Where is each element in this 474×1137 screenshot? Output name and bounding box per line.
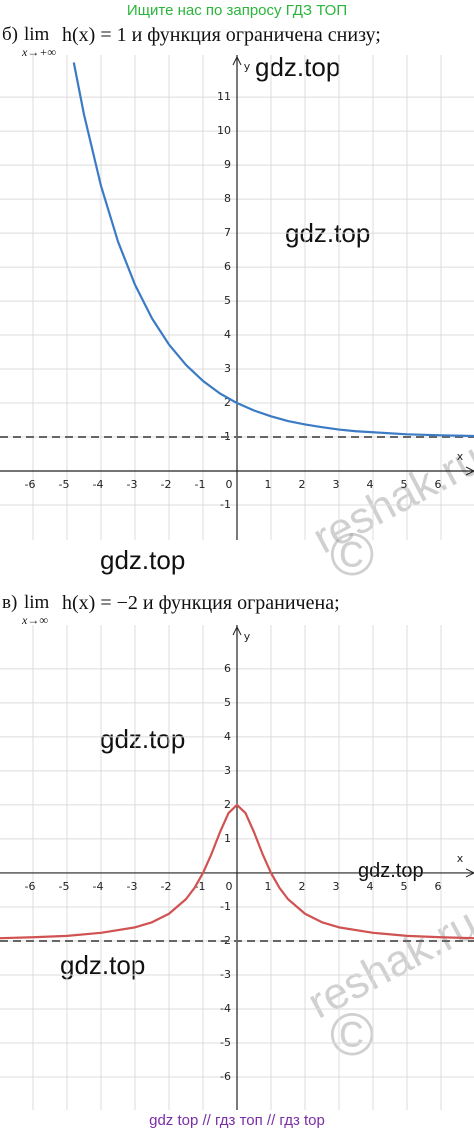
y-tick-label: 5 xyxy=(224,294,231,307)
y-tick-label: 10 xyxy=(217,124,231,137)
y-axis-arrow xyxy=(232,625,242,636)
caption-expr: h(x) = −2 и функция ограничена; xyxy=(62,592,340,614)
x-tick-label: 5 xyxy=(401,478,408,491)
line xyxy=(72,62,474,438)
reshak-watermark: © xyxy=(330,1001,375,1068)
x-tick-label: -2 xyxy=(161,478,172,491)
caption-lim: lim xyxy=(24,24,50,45)
x-tick-label: 1 xyxy=(265,880,272,893)
x-tick-label: 3 xyxy=(333,478,340,491)
x-tick-label: 4 xyxy=(367,478,374,491)
y-tick-label: -1 xyxy=(220,498,231,511)
line xyxy=(0,803,474,940)
x-tick-label: 5 xyxy=(401,880,408,893)
y-axis-arrow xyxy=(232,55,242,66)
y-tick-label: 11 xyxy=(217,90,231,103)
y-tick-label: -1 xyxy=(220,900,231,913)
watermark: gdz.top xyxy=(100,545,186,575)
x-tick-label: -5 xyxy=(59,880,70,893)
x-axis-arrow xyxy=(465,466,474,476)
y-tick-label: 7 xyxy=(224,226,231,239)
y-tick-label: 3 xyxy=(224,362,231,375)
caption-sub: x→+∞ xyxy=(22,45,56,59)
caption-label: б) xyxy=(2,24,18,45)
x-tick-label: 0 xyxy=(226,478,233,491)
y-tick-label: 9 xyxy=(224,158,231,171)
y-tick-label: -5 xyxy=(220,1036,231,1049)
x-tick-label: 4 xyxy=(367,880,374,893)
caption-lim: lim xyxy=(24,592,50,613)
x-tick-label: 2 xyxy=(299,880,306,893)
y-tick-label: 6 xyxy=(224,260,231,273)
x-tick-label: -1 xyxy=(195,478,206,491)
reshak-watermark: © xyxy=(330,521,375,588)
x-tick-label: -1 xyxy=(195,880,206,893)
x-tick-label: -6 xyxy=(24,880,35,893)
x-tick-label: -3 xyxy=(127,478,138,491)
y-tick-label: 4 xyxy=(224,730,231,743)
x-tick-label: 3 xyxy=(333,880,340,893)
x-tick-label: -4 xyxy=(93,880,104,893)
x-tick-label: -4 xyxy=(93,478,104,491)
footer: gdz top // гдз топ // гдз top xyxy=(149,1112,325,1129)
caption-expr: h(x) = 1 и функция ограничена снизу; xyxy=(62,24,381,46)
x-tick-label: -3 xyxy=(127,880,138,893)
x-tick-label: 6 xyxy=(435,880,442,893)
x-axis-label: x xyxy=(457,450,464,463)
y-axis-label: y xyxy=(244,630,251,643)
x-tick-label: -6 xyxy=(24,478,35,491)
caption-sub: x→∞ xyxy=(22,613,48,627)
x-tick-label: 0 xyxy=(226,880,233,893)
y-tick-label: 2 xyxy=(224,798,231,811)
header: Ищите нас по запросу ГДЗ ТОП xyxy=(126,2,348,19)
y-tick-label: -3 xyxy=(220,968,231,981)
y-tick-label: 8 xyxy=(224,192,231,205)
y-tick-label: -6 xyxy=(220,1070,231,1083)
watermark: gdz.top xyxy=(100,724,186,754)
y-tick-label: 4 xyxy=(224,328,231,341)
caption-label: в) xyxy=(2,592,18,613)
y-tick-label: 1 xyxy=(224,832,231,845)
y-tick-label: 6 xyxy=(224,662,231,675)
y-tick-label: 5 xyxy=(224,696,231,709)
y-tick-label: 2 xyxy=(224,396,231,409)
x-axis-arrow xyxy=(465,868,474,878)
x-tick-label: 1 xyxy=(265,478,272,491)
y-axis-label: y xyxy=(244,60,251,73)
x-tick-label: 2 xyxy=(299,478,306,491)
x-tick-label: -5 xyxy=(59,478,70,491)
x-tick-label: 6 xyxy=(435,478,442,491)
y-tick-label: 3 xyxy=(224,764,231,777)
y-tick-label: -4 xyxy=(220,1002,231,1015)
x-axis-label: x xyxy=(457,852,464,865)
x-tick-label: -2 xyxy=(161,880,172,893)
watermark: gdz.top xyxy=(255,52,341,82)
